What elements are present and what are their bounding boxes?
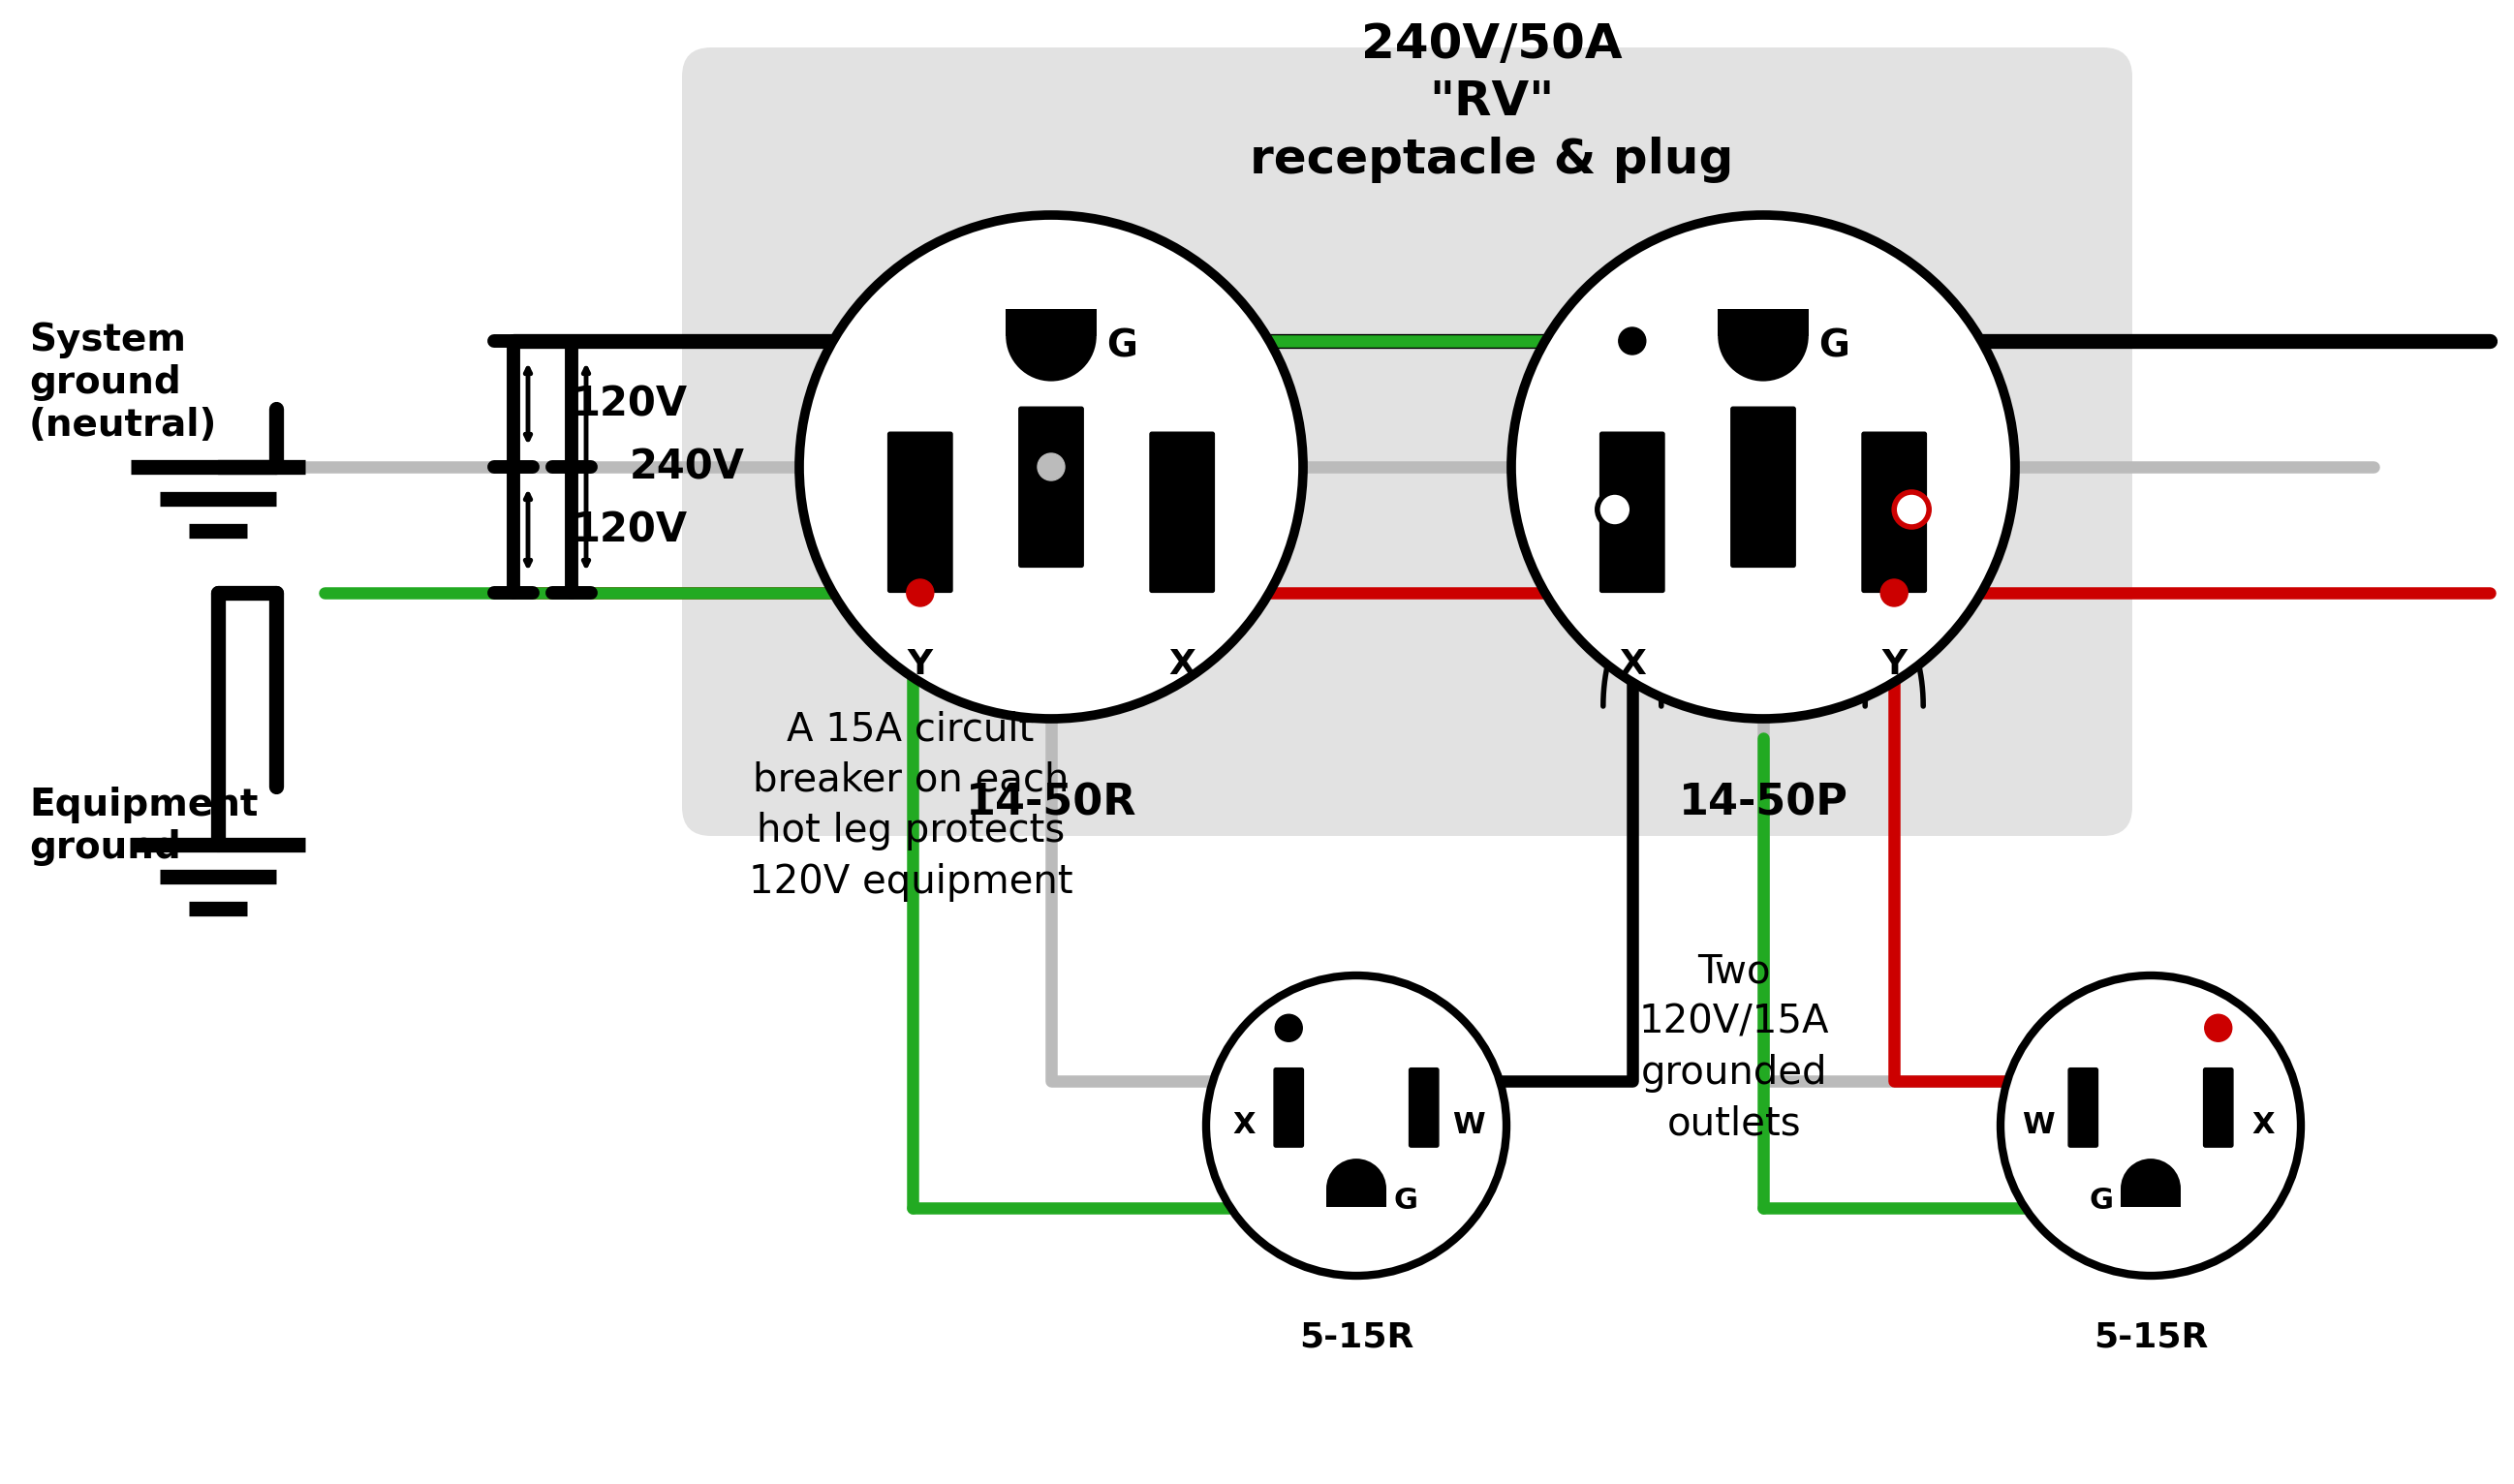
FancyBboxPatch shape bbox=[2205, 1068, 2232, 1147]
Text: G: G bbox=[1818, 328, 1850, 365]
Wedge shape bbox=[1327, 1159, 1385, 1189]
Text: 14-50P: 14-50P bbox=[1679, 782, 1848, 824]
Wedge shape bbox=[1717, 335, 1808, 381]
FancyBboxPatch shape bbox=[1149, 432, 1214, 592]
Text: W: W bbox=[1745, 328, 1782, 361]
Text: X: X bbox=[1232, 1112, 1254, 1140]
FancyBboxPatch shape bbox=[1599, 432, 1664, 592]
Text: W: W bbox=[1453, 1112, 1486, 1140]
Bar bbox=[1327, 1189, 1385, 1206]
Circle shape bbox=[1880, 579, 1908, 607]
Circle shape bbox=[1893, 493, 1928, 527]
Text: 5-15R: 5-15R bbox=[1300, 1321, 1413, 1353]
Text: 240V/50A
"RV"
receptacle & plug: 240V/50A "RV" receptacle & plug bbox=[1249, 21, 1735, 183]
Circle shape bbox=[2205, 1015, 2232, 1042]
Circle shape bbox=[1619, 328, 1647, 355]
Circle shape bbox=[1275, 1015, 1302, 1042]
Bar bbox=[2122, 1189, 2180, 1206]
Text: W: W bbox=[2021, 1112, 2054, 1140]
FancyBboxPatch shape bbox=[1018, 407, 1084, 567]
Text: G: G bbox=[1393, 1187, 1418, 1215]
Text: Y: Y bbox=[1880, 649, 1906, 681]
Text: X: X bbox=[2253, 1112, 2275, 1140]
Circle shape bbox=[2001, 975, 2300, 1276]
Text: 120V: 120V bbox=[571, 509, 686, 551]
Text: W: W bbox=[1031, 328, 1071, 361]
Text: G: G bbox=[2089, 1187, 2114, 1215]
Text: X: X bbox=[1169, 649, 1197, 681]
Circle shape bbox=[1038, 453, 1066, 481]
Bar bbox=[1717, 309, 1808, 335]
FancyBboxPatch shape bbox=[1275, 1068, 1302, 1147]
Text: G: G bbox=[1106, 328, 1136, 365]
Circle shape bbox=[1596, 493, 1632, 527]
Text: 120V: 120V bbox=[571, 383, 686, 424]
FancyBboxPatch shape bbox=[1410, 1068, 1438, 1147]
FancyBboxPatch shape bbox=[887, 432, 953, 592]
Circle shape bbox=[1207, 975, 1506, 1276]
Wedge shape bbox=[1006, 335, 1096, 381]
FancyBboxPatch shape bbox=[681, 47, 2132, 835]
FancyBboxPatch shape bbox=[2069, 1068, 2097, 1147]
Circle shape bbox=[908, 579, 933, 607]
Text: Two
120V/15A
grounded
outlets: Two 120V/15A grounded outlets bbox=[1639, 953, 1830, 1144]
Text: Y: Y bbox=[908, 649, 933, 681]
Circle shape bbox=[1511, 215, 2016, 718]
FancyBboxPatch shape bbox=[1732, 407, 1795, 567]
Bar bbox=[1006, 309, 1096, 335]
Text: 5-15R: 5-15R bbox=[2094, 1321, 2207, 1353]
Text: 14-50R: 14-50R bbox=[965, 782, 1136, 824]
Text: System
ground
(neutral): System ground (neutral) bbox=[30, 322, 216, 444]
FancyBboxPatch shape bbox=[1863, 432, 1926, 592]
Text: 240V: 240V bbox=[628, 447, 744, 487]
Wedge shape bbox=[2122, 1159, 2180, 1189]
Text: X: X bbox=[1619, 649, 1647, 681]
Circle shape bbox=[799, 215, 1302, 718]
Text: A 15A circuit
breaker on each
hot leg protects
120V equipment: A 15A circuit breaker on each hot leg pr… bbox=[749, 711, 1073, 901]
Text: Equipment
ground: Equipment ground bbox=[30, 787, 259, 867]
